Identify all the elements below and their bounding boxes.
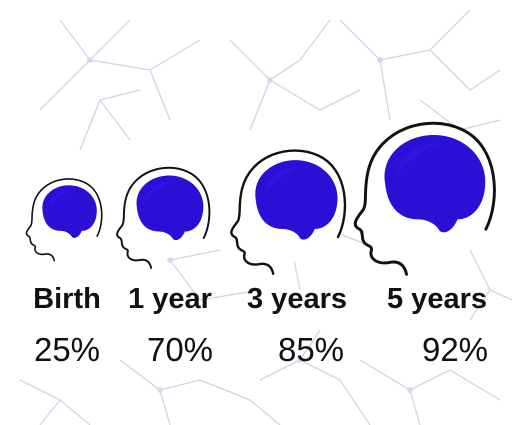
percent-1-year: 70%: [146, 331, 214, 368]
brain-highlight: [396, 142, 440, 177]
percent-birth: 25%: [33, 331, 101, 368]
stage-label-birth: Birth: [33, 283, 101, 315]
brain-highlight: [48, 189, 73, 208]
stage-label-5-years: 5 years: [387, 283, 487, 315]
percent-3-years: 85%: [277, 331, 345, 368]
brain-highlight: [144, 180, 174, 203]
child-head-icon: [25, 178, 103, 262]
child-head-icon: [353, 121, 496, 276]
percent-5-years: 92%: [421, 331, 489, 368]
stage-label-3-years: 3 years: [247, 283, 347, 315]
brain-highlight: [265, 166, 301, 194]
child-head-icon: [116, 166, 211, 269]
child-head-icon: [230, 149, 347, 276]
stage-label-1-year: 1 year: [128, 283, 212, 315]
